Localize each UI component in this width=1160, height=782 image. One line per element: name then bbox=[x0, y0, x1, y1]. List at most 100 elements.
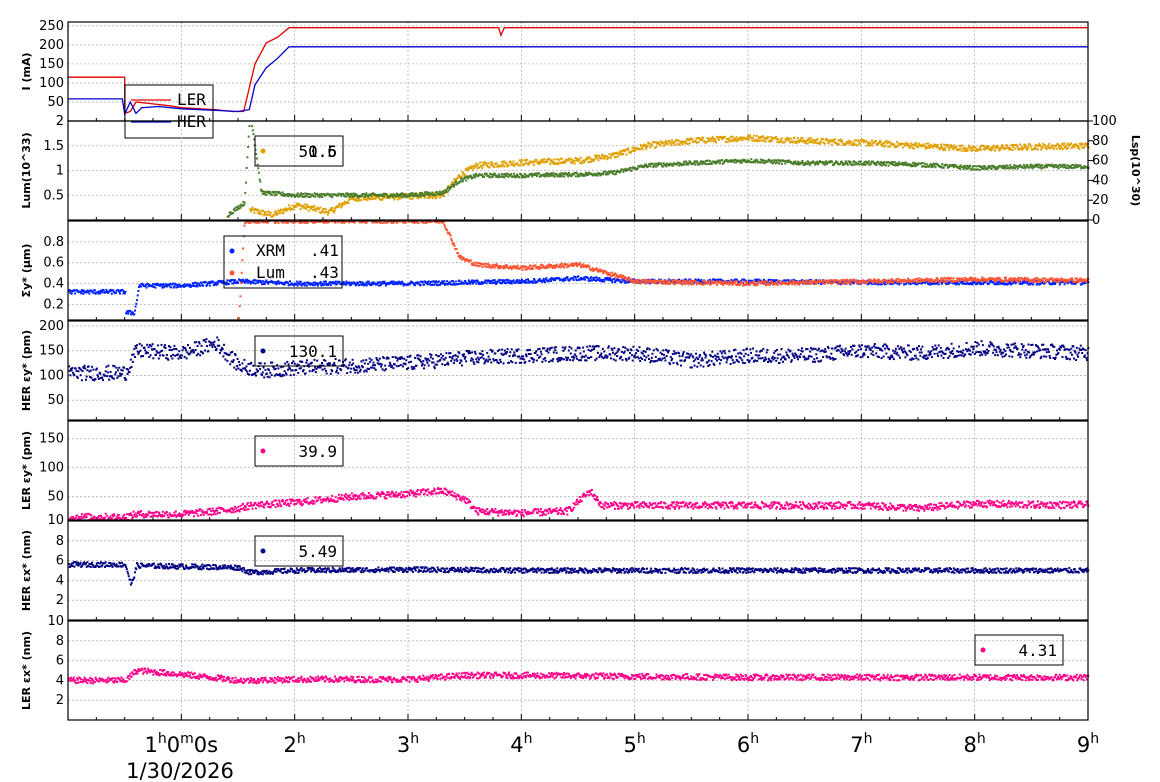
data-point bbox=[739, 161, 742, 164]
data-point bbox=[532, 161, 535, 163]
data-point bbox=[551, 174, 554, 177]
data-point bbox=[1081, 142, 1084, 145]
data-point bbox=[287, 195, 290, 198]
data-point bbox=[778, 281, 781, 284]
data-point bbox=[991, 145, 994, 148]
data-point bbox=[310, 220, 313, 223]
data-point bbox=[798, 283, 801, 286]
data-point bbox=[748, 283, 751, 286]
data-point bbox=[573, 162, 576, 165]
data-point bbox=[737, 284, 740, 286]
data-point bbox=[578, 159, 581, 162]
data-point bbox=[946, 166, 949, 169]
data-point bbox=[806, 160, 809, 163]
data-point bbox=[296, 204, 299, 207]
data-point bbox=[467, 282, 470, 285]
data-point bbox=[592, 159, 595, 162]
data-point bbox=[1039, 165, 1042, 168]
data-point bbox=[379, 198, 382, 201]
data-point bbox=[613, 277, 616, 280]
data-point bbox=[222, 280, 225, 283]
data-point bbox=[122, 292, 125, 295]
data-point bbox=[134, 305, 137, 308]
data-point bbox=[873, 280, 876, 283]
data-point bbox=[363, 193, 366, 196]
data-point bbox=[457, 252, 459, 254]
data-point bbox=[685, 137, 688, 140]
data-point bbox=[734, 280, 737, 283]
data-point bbox=[981, 167, 984, 170]
data-point bbox=[1073, 146, 1076, 149]
data-point bbox=[400, 196, 403, 199]
data-point bbox=[1079, 164, 1082, 167]
data-point bbox=[264, 190, 267, 193]
data-point bbox=[380, 283, 383, 286]
data-point bbox=[410, 192, 413, 195]
data-point bbox=[372, 281, 375, 284]
data-point bbox=[585, 266, 588, 269]
data-point bbox=[423, 283, 425, 286]
data-point bbox=[829, 281, 832, 284]
data-point bbox=[133, 313, 136, 316]
data-point bbox=[758, 136, 760, 139]
data-point bbox=[589, 157, 592, 160]
data-point bbox=[894, 164, 897, 167]
data-point bbox=[1076, 146, 1079, 149]
data-point bbox=[1027, 166, 1030, 169]
data-point bbox=[306, 284, 308, 287]
data-point bbox=[567, 158, 570, 161]
data-point bbox=[450, 237, 453, 240]
data-point bbox=[323, 192, 326, 195]
data-point bbox=[780, 140, 783, 143]
data-point bbox=[146, 282, 149, 285]
data-point bbox=[950, 165, 953, 168]
data-point bbox=[1049, 146, 1052, 149]
data-point bbox=[598, 277, 601, 279]
data-point bbox=[225, 283, 228, 286]
data-point bbox=[659, 162, 662, 165]
data-point bbox=[911, 282, 914, 285]
data-point bbox=[214, 282, 217, 284]
data-point bbox=[145, 286, 148, 289]
data-point bbox=[502, 267, 505, 270]
data-point bbox=[716, 280, 719, 283]
data-point bbox=[755, 135, 758, 137]
data-point bbox=[923, 145, 926, 148]
data-point bbox=[644, 163, 647, 166]
data-point bbox=[778, 159, 781, 162]
data-point bbox=[809, 137, 812, 140]
data-point bbox=[762, 280, 765, 283]
data-point bbox=[925, 163, 928, 166]
data-point bbox=[452, 182, 455, 184]
data-point bbox=[554, 161, 556, 164]
data-point bbox=[606, 158, 609, 161]
data-point bbox=[624, 276, 627, 279]
data-point bbox=[973, 165, 976, 168]
data-point bbox=[459, 180, 462, 183]
data-point bbox=[972, 168, 975, 171]
data-point bbox=[684, 163, 687, 166]
data-point bbox=[443, 195, 446, 198]
data-point bbox=[287, 221, 289, 224]
data-point bbox=[532, 281, 535, 284]
data-point bbox=[405, 196, 408, 199]
data-point bbox=[313, 284, 316, 287]
data-point bbox=[721, 280, 724, 283]
data-point bbox=[208, 284, 211, 287]
data-point bbox=[757, 138, 760, 141]
data-point bbox=[911, 144, 913, 147]
data-point bbox=[81, 290, 84, 293]
data-point bbox=[391, 221, 394, 224]
data-point bbox=[425, 191, 428, 194]
data-point bbox=[326, 213, 329, 216]
data-point bbox=[605, 173, 608, 175]
data-point bbox=[783, 159, 786, 162]
data-point bbox=[450, 283, 453, 286]
data-point bbox=[331, 207, 334, 210]
data-point bbox=[492, 264, 495, 267]
data-point bbox=[503, 165, 506, 168]
data-point bbox=[304, 284, 307, 287]
data-point bbox=[1009, 164, 1012, 167]
data-point bbox=[995, 147, 998, 150]
data-point bbox=[516, 279, 519, 282]
